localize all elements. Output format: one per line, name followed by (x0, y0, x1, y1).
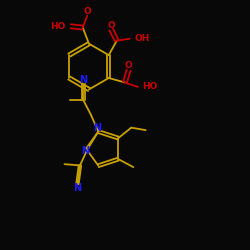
Text: N: N (79, 75, 88, 85)
Text: HO: HO (142, 82, 158, 92)
Text: N: N (74, 183, 82, 193)
Text: OH: OH (134, 34, 150, 43)
Text: O: O (107, 20, 115, 30)
Text: O: O (83, 7, 91, 16)
Text: HO: HO (50, 22, 65, 31)
Text: N: N (81, 146, 89, 156)
Text: N: N (93, 123, 101, 133)
Text: O: O (125, 61, 132, 70)
